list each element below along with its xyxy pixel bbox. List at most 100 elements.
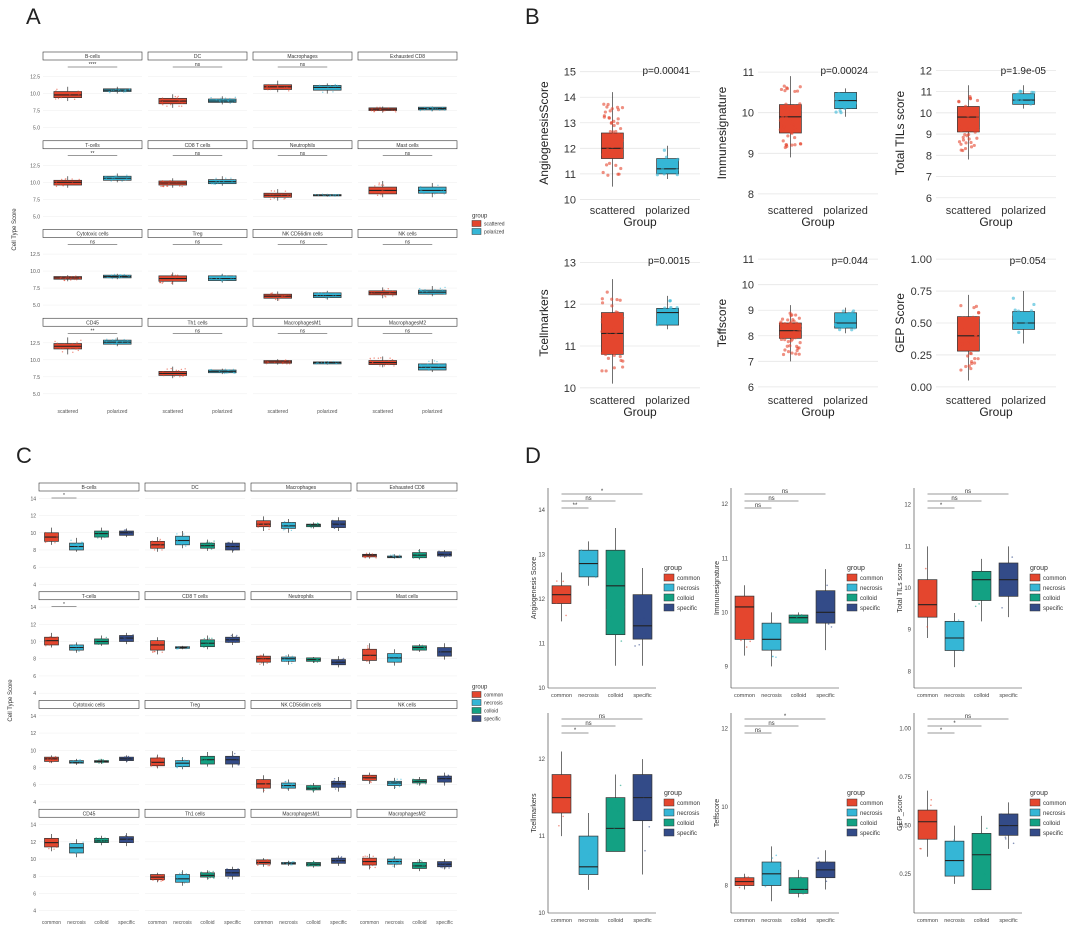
box-polarized-point — [319, 294, 321, 296]
box-common-point — [48, 644, 50, 646]
box-common-point — [267, 524, 269, 526]
box-scattered-point — [972, 143, 976, 148]
box-specific-point — [442, 867, 444, 869]
y-axis-title: Immunesignature — [715, 86, 729, 179]
significance-label: ns — [755, 503, 761, 509]
box-common-point — [565, 614, 567, 617]
box-scattered-point — [162, 185, 165, 187]
box-polarized-point — [334, 83, 337, 86]
box-scattered-point — [380, 184, 383, 186]
box-common-point — [49, 758, 52, 761]
box-scattered-point — [269, 193, 271, 196]
box-colloid-point — [974, 605, 977, 608]
legend-swatch — [1029, 583, 1041, 592]
legend-label: specific — [1043, 606, 1063, 612]
box-scattered-point — [74, 276, 76, 278]
box-specific-point — [124, 637, 126, 639]
box-colloid-point — [98, 837, 100, 839]
significance-label: * — [940, 728, 943, 734]
box-scattered-point — [971, 321, 975, 326]
box-specific-point — [125, 838, 128, 841]
box-specific-point — [226, 870, 229, 872]
box-colloid-point — [319, 785, 321, 788]
box-scattered-point — [794, 321, 799, 325]
box-scattered-point — [373, 291, 375, 293]
facet-strip — [38, 700, 140, 709]
x-tick-label: common — [551, 918, 572, 924]
box-necrosis-point — [176, 876, 179, 878]
box-polarized-point — [209, 277, 211, 279]
box-common-point — [156, 765, 158, 768]
box-polarized-point — [430, 109, 433, 112]
significance-label: ns — [585, 721, 591, 727]
box-common-point — [159, 875, 162, 877]
box-scattered-point — [284, 190, 287, 192]
facet-strip — [250, 700, 352, 709]
box-colloid-point — [421, 865, 424, 867]
facet-title: DC — [194, 54, 202, 60]
box-necrosis-point — [288, 527, 291, 530]
box-colloid-point — [106, 639, 108, 641]
box-polarized-point — [116, 340, 119, 343]
box-polarized-point — [332, 85, 335, 88]
y-axis-title: Cell Type Score — [8, 679, 14, 722]
box-specific-point — [237, 764, 239, 766]
box-colloid-point — [419, 783, 422, 785]
box-necrosis-point — [290, 864, 292, 866]
box-polarized-point — [314, 193, 316, 196]
box-scattered-point — [66, 180, 68, 182]
legend-swatch — [1029, 828, 1041, 837]
box-scattered-point — [966, 347, 970, 351]
box-polarized-point — [316, 294, 318, 297]
box-scattered-point — [609, 327, 613, 331]
box-scattered-point — [395, 111, 397, 113]
box-necrosis-box — [944, 620, 965, 651]
facet-title: MacrophagesM1 — [284, 320, 321, 326]
box-scattered-point — [786, 318, 790, 322]
box-necrosis-point — [581, 854, 583, 857]
significance-label: ns — [405, 240, 411, 246]
box-scattered-point — [791, 129, 795, 133]
box-necrosis-point — [388, 555, 390, 557]
box-polarized-point — [125, 89, 127, 92]
box-colloid-point — [416, 552, 418, 555]
box-polarized-point — [433, 293, 435, 296]
box-polarized-point — [224, 97, 227, 99]
box-scattered-point — [178, 100, 180, 102]
box-scattered-point — [785, 107, 789, 112]
y-axis-title: Tcellmarkers — [537, 289, 551, 356]
x-tick-label: scattered — [372, 409, 393, 415]
box-polarized-point — [334, 85, 336, 88]
p-value: p=1.9e-05 — [1001, 66, 1047, 77]
legend-swatch — [1029, 798, 1041, 807]
box-necrosis-point — [69, 845, 71, 847]
box-scattered-point — [793, 89, 797, 94]
box-common-point — [268, 528, 270, 530]
box-specific-point — [827, 623, 830, 625]
box-polarized-point — [227, 372, 229, 374]
legend-label: common — [860, 576, 883, 582]
box-necrosis-point — [284, 780, 286, 783]
box-polarized-point — [419, 109, 422, 112]
box-common-point — [365, 552, 368, 555]
box-common-point — [47, 643, 49, 645]
box-scattered-point — [967, 107, 971, 111]
box-scattered-point — [265, 362, 268, 365]
box-scattered-point — [610, 351, 614, 355]
box-scattered-point — [605, 147, 610, 152]
box-specific-point — [826, 861, 829, 864]
box-common-point — [741, 610, 743, 613]
box-scattered-point — [288, 360, 291, 362]
box-colloid-point — [623, 606, 625, 608]
x-tick-label: polarized — [1001, 395, 1046, 407]
box-necrosis-point — [961, 861, 964, 864]
box-specific-point — [445, 862, 448, 864]
box-common-point — [748, 625, 750, 628]
facet-strip — [38, 591, 140, 601]
y-axis-title: GEP_score — [897, 795, 904, 831]
box-necrosis-point — [282, 784, 285, 787]
box-scattered-point — [797, 316, 801, 320]
box-scattered-point — [613, 336, 617, 340]
box-necrosis-point — [286, 660, 289, 662]
box-necrosis-point — [389, 781, 391, 784]
